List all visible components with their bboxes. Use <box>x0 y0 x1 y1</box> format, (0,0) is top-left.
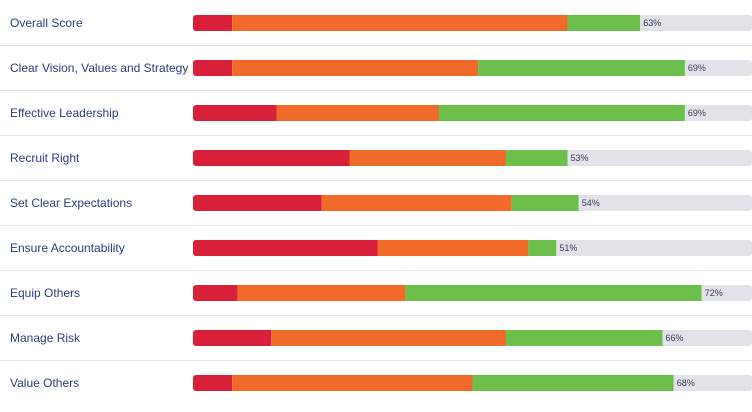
category-label: Ensure Accountability <box>10 241 125 255</box>
percentage-label: 69% <box>688 108 706 118</box>
category-label: Value Others <box>10 376 79 390</box>
bar-segment-negative <box>193 150 350 166</box>
stacked-bar <box>193 375 752 391</box>
bar-segment-negative <box>193 60 233 76</box>
bar-segment-neutral <box>321 195 512 211</box>
stacked-bar <box>193 150 752 166</box>
bar-segment-neutral <box>377 240 529 256</box>
bar-segment-remaining <box>578 195 752 211</box>
bar-segment-remaining <box>684 60 752 76</box>
bar-segment-remaining <box>567 150 752 166</box>
category-label: Recruit Right <box>10 151 80 165</box>
bar-segment-neutral <box>237 285 406 301</box>
category-label: Effective Leadership <box>10 106 119 120</box>
bar-segment-remaining <box>662 330 752 346</box>
bar-segment-neutral <box>232 15 568 31</box>
bar-segment-remaining <box>556 240 752 256</box>
bar-segment-neutral <box>349 150 507 166</box>
category-label: Clear Vision, Values and Strategy <box>10 61 188 75</box>
chart-row: Value Others 68% <box>10 375 752 391</box>
bar-segment-positive <box>506 330 663 346</box>
bar-segment-positive <box>478 60 685 76</box>
bar-segment-positive <box>438 105 685 121</box>
category-label: Equip Others <box>10 286 80 300</box>
stacked-bar <box>193 285 752 301</box>
bar-segment-negative <box>193 195 322 211</box>
bar-segment-neutral <box>232 375 473 391</box>
stacked-bar <box>193 105 752 121</box>
percentage-label: 54% <box>582 198 600 208</box>
chart-row: Overall Score 63% <box>10 15 752 31</box>
bar-segment-remaining <box>701 285 752 301</box>
bar-segment-positive <box>506 150 568 166</box>
chart-row: Set Clear Expectations 54% <box>10 195 752 211</box>
bar-segment-negative <box>193 15 233 31</box>
bar-segment-positive <box>567 15 641 31</box>
bar-segment-neutral <box>232 60 479 76</box>
bar-segment-positive <box>472 375 674 391</box>
bar-segment-remaining <box>640 15 752 31</box>
chart-rows: Overall Score 63% Clear Vision, Values and… <box>10 15 752 391</box>
chart-row: Manage Risk 66% <box>10 330 752 346</box>
bar-segment-positive <box>405 285 702 301</box>
stacked-bar <box>193 240 752 256</box>
stacked-bar <box>193 330 752 346</box>
row-dividers <box>0 45 752 361</box>
category-label: Overall Score <box>10 16 83 30</box>
stacked-bar <box>193 195 752 211</box>
bar-segment-positive <box>511 195 579 211</box>
percentage-label: 68% <box>677 378 695 388</box>
chart-row: Equip Others 72% <box>10 285 752 301</box>
percentage-label: 51% <box>559 243 577 253</box>
bar-segment-positive <box>528 240 557 256</box>
chart-row: Recruit Right 53% <box>10 150 752 166</box>
chart-row: Effective Leadership 69% <box>10 105 752 121</box>
stacked-bar <box>193 60 752 76</box>
chart-row: Ensure Accountability 51% <box>10 240 752 256</box>
category-label: Set Clear Expectations <box>10 196 132 210</box>
percentage-label: 72% <box>705 288 723 298</box>
bar-segment-negative <box>193 105 277 121</box>
chart-row: Clear Vision, Values and Strategy 69% <box>10 60 752 76</box>
bar-segment-neutral <box>271 330 507 346</box>
bar-segment-negative <box>193 285 238 301</box>
stacked-bar <box>193 15 752 31</box>
percentage-label: 63% <box>643 18 661 28</box>
percentage-label: 66% <box>666 333 684 343</box>
bar-segment-remaining <box>684 105 752 121</box>
bar-segment-neutral <box>276 105 439 121</box>
category-label: Manage Risk <box>10 331 81 345</box>
percentage-label: 69% <box>688 63 706 73</box>
bar-segment-remaining <box>673 375 752 391</box>
percentage-label: 53% <box>571 153 589 163</box>
bar-segment-negative <box>193 240 378 256</box>
bar-segment-negative <box>193 330 272 346</box>
bar-segment-negative <box>193 375 233 391</box>
